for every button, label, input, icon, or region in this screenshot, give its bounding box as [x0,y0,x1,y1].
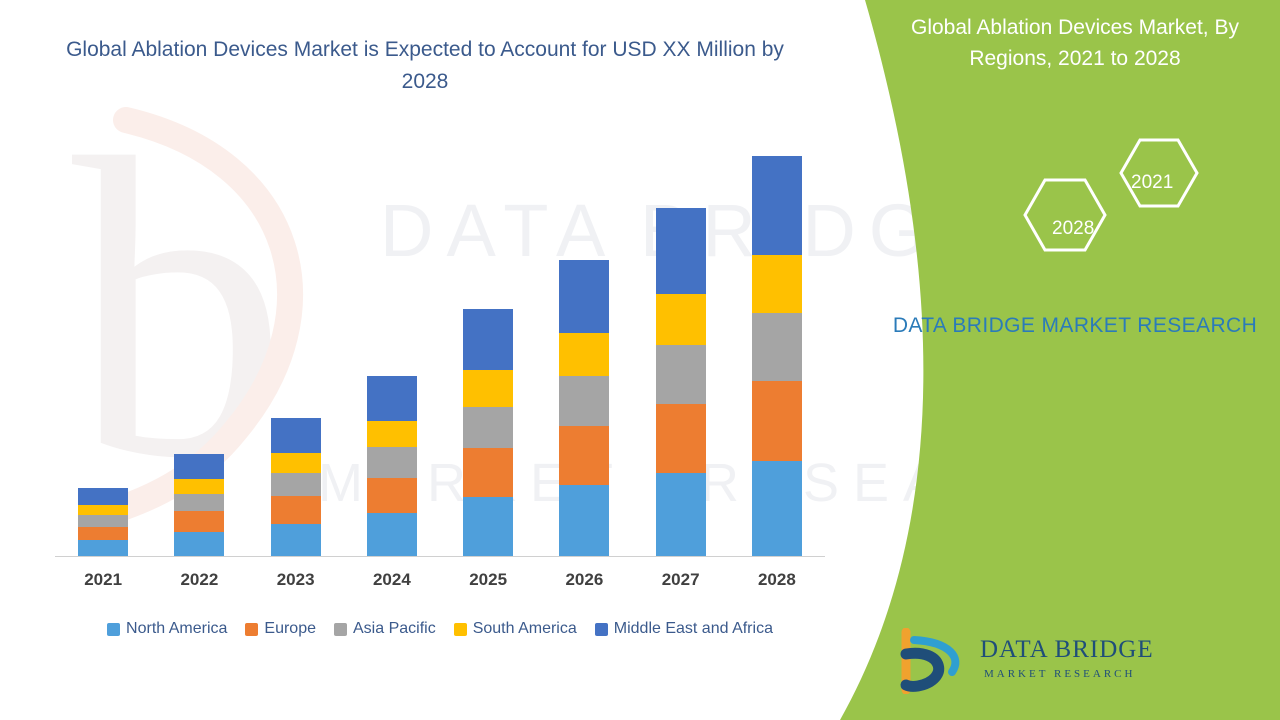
logo: DATA BRIDGE MARKET RESEARCH [892,627,1252,698]
legend-swatch [594,622,608,636]
legend-label: South America [472,620,577,637]
bar-segment [174,531,225,556]
bar-segment [751,460,802,556]
bar-segment [174,511,225,532]
bar-segment [751,381,802,461]
legend-label: Europe [264,620,316,637]
bar-segment [463,370,514,407]
bar-segment [78,539,129,556]
bar-group [366,376,417,556]
bar-segment [655,207,706,295]
bar-segment [559,332,610,377]
bar-group [751,156,802,556]
chart-title: Global Ablation Devices Market is Expect… [66,38,784,93]
bar-segment [78,526,129,540]
x-axis-label: 2024 [372,570,411,589]
x-axis-label: 2025 [469,570,508,589]
bar-segment [559,259,610,333]
bar-segment [366,447,417,478]
hexagon-graphics: 2021 2028 [935,130,1255,290]
legend-item[interactable]: North America [107,620,227,638]
bar-segment [78,515,129,527]
legend-item[interactable]: South America [453,620,577,638]
bar-group [655,207,706,556]
legend-swatch [107,622,121,636]
bar-segment [559,484,610,556]
bar-group [174,453,225,556]
x-axis-label: 2026 [565,570,604,589]
bar-segment [78,488,129,506]
legend-swatch [453,622,467,636]
bar-segment [366,376,417,422]
bar-group [463,309,514,556]
hexagon-label-2021: 2021 [1131,172,1174,193]
legend-swatch [334,622,347,636]
bar-segment [270,452,321,473]
legend-item[interactable]: Asia Pacific [334,620,436,638]
bar-segment [559,376,610,427]
bar-segment [174,494,225,512]
bar-segment [463,406,514,449]
brand-name: DATA BRIDGE MARKET RESEARCH [892,314,1258,337]
panel-content: Global Ablation Devices Market, By Regio… [840,0,1280,720]
x-axis-labels: 2021 2022 2023 2024 2025 2026 2027 2028 [55,570,825,596]
bar-segment [78,505,129,516]
x-axis-line [55,556,825,557]
hexagon-label-2028: 2028 [1052,218,1095,239]
legend-label: North America [126,620,228,637]
legend-swatch [245,622,259,636]
x-axis-label: 2021 [84,570,123,589]
bar-segment [655,472,706,556]
bar-segment [174,453,225,479]
bar-segment [463,309,514,371]
x-axis-label: 2027 [661,570,700,589]
bar-segment [270,418,321,453]
bar-segment [270,496,321,524]
bar-segment [366,421,417,448]
bar-segment [366,513,417,556]
bar-segment [751,313,802,382]
bar-segment [655,344,706,404]
bar-group [78,488,129,556]
bar-segment [463,497,514,556]
bar-segment [463,448,514,498]
data-bridge-logo-icon [900,627,960,695]
panel-title: Global Ablation Devices Market, By Regio… [911,16,1239,70]
bar-segment [270,472,321,497]
bar-segment [655,294,706,345]
legend-item[interactable]: Middle East and Africa [594,620,773,638]
bar-segment [655,403,706,473]
logo-text-main: DATA BRIDGE [980,636,1154,663]
bar-segment [751,156,802,255]
legend-label: Middle East and Africa [613,620,773,637]
chart-legend: North America Europe Asia Pacific South Ame… [55,617,825,641]
bar-group [559,259,610,556]
bar-group [270,418,321,556]
right-green-panel [840,0,1280,720]
x-axis-label: 2028 [757,570,796,589]
legend-label: Asia Pacific [353,620,436,637]
bar-segment [174,478,225,495]
logo-text-sub: MARKET RESEARCH [984,668,1136,680]
bar-segment [559,426,610,485]
x-axis-label: 2022 [180,570,219,589]
legend-item[interactable]: Europe [245,620,316,638]
hexagon-icon [1023,138,1199,252]
bar-segment [270,523,321,556]
stacked-bar-plot [55,150,825,556]
bar-segment [751,254,802,314]
x-axis-label: 2023 [276,570,315,589]
bar-segment [366,477,417,514]
chart-area: Global Ablation Devices Market is Expect… [55,38,825,641]
